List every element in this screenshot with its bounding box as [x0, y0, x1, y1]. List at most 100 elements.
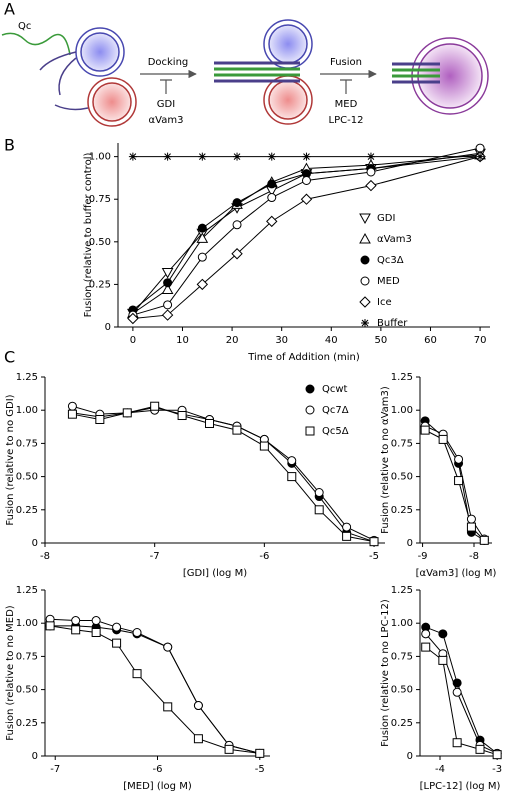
panel-label: C: [4, 348, 15, 367]
x-tick-label: 30: [275, 335, 288, 346]
data-point: [205, 418, 215, 428]
panel-label: B: [4, 136, 15, 155]
x-tick-label: -8: [40, 551, 50, 562]
data-point: [231, 248, 243, 260]
inhibitor-label: GDI: [157, 99, 175, 110]
data-point: [466, 522, 476, 532]
data-point: [267, 152, 276, 161]
y-tick-label: 0: [32, 751, 38, 762]
x-tick-label: 40: [325, 335, 338, 346]
x-tick-label: 20: [226, 335, 239, 346]
data-point: [476, 152, 485, 161]
data-point: [91, 627, 101, 637]
data-point: [112, 638, 122, 648]
data-point: [196, 232, 209, 243]
qc-label: Qc: [18, 21, 31, 32]
inhibitor-label: αVam3: [149, 115, 184, 126]
legend-marker: [360, 255, 370, 265]
data-point: [267, 193, 277, 203]
legend-marker: [305, 405, 315, 415]
y-tick-label: 0.25: [89, 279, 111, 290]
data-point: [193, 734, 203, 744]
series-line: [50, 618, 260, 754]
inhibitor-label: MED: [335, 99, 358, 110]
data-point: [452, 738, 462, 748]
y-axis-label: Fusion (relative to no LPC-12): [380, 599, 391, 747]
data-point: [421, 642, 431, 652]
x-tick-label: -5: [255, 764, 265, 775]
vesicle: [92, 82, 132, 122]
step-label: Fusion: [330, 57, 362, 68]
y-tick-label: 0.25: [16, 505, 38, 516]
legend-marker: [359, 213, 371, 225]
data-point: [45, 621, 55, 631]
data-point: [301, 175, 311, 185]
series-line: [132, 156, 481, 311]
x-tick-label: 50: [375, 335, 388, 346]
data-point: [198, 152, 207, 161]
data-point: [287, 472, 297, 482]
data-point: [287, 456, 297, 466]
data-point: [366, 152, 375, 161]
y-tick-label: 1.00: [391, 618, 413, 629]
y-tick-label: 0.75: [16, 651, 38, 662]
y-tick-label: 0: [32, 538, 38, 549]
legend-label: GDI: [377, 213, 395, 224]
legend-label: Qc7Δ: [322, 405, 349, 416]
y-tick-label: 0.25: [16, 718, 38, 729]
data-point: [302, 152, 311, 161]
data-point: [466, 514, 476, 524]
step-label: Docking: [148, 57, 189, 68]
y-tick-label: 1.00: [391, 405, 413, 416]
data-point: [232, 220, 242, 230]
data-point: [255, 748, 265, 758]
y-tick-label: 0.50: [391, 685, 413, 696]
data-point: [452, 687, 462, 697]
legend-marker: [359, 296, 371, 308]
data-point: [163, 152, 172, 161]
legend-marker: [305, 426, 315, 436]
y-tick-label: 0.50: [16, 685, 38, 696]
x-axis-label: [GDI] (log M): [183, 568, 247, 579]
y-tick-label: 0: [407, 751, 413, 762]
series-line: [132, 156, 481, 319]
data-point: [232, 198, 242, 208]
data-point: [196, 278, 209, 291]
data-point: [421, 629, 431, 639]
y-tick-label: 1.25: [391, 372, 413, 383]
x-tick-label: -5: [369, 551, 379, 562]
data-point: [342, 531, 352, 541]
data-point: [267, 179, 277, 189]
series-line: [132, 147, 481, 316]
x-tick-label: -4: [435, 764, 445, 775]
data-point: [163, 300, 173, 310]
data-point: [112, 622, 122, 632]
inhibit: [160, 79, 172, 94]
data-point: [95, 414, 105, 424]
data-point: [132, 669, 142, 679]
vesicle: [268, 80, 308, 120]
data-point: [161, 267, 174, 279]
legend-label: Qc3Δ: [377, 255, 404, 266]
data-point: [300, 193, 313, 205]
data-point: [314, 488, 324, 498]
diagram: Qc Docking GDI αVam3 Fusion MED LPC-12: [1, 19, 489, 127]
data-point: [161, 309, 174, 321]
series-line: [50, 625, 260, 754]
x-axis-label: [αVam3] (log M): [416, 568, 497, 579]
data-point: [259, 441, 269, 451]
x-tick-label: -6: [259, 551, 269, 562]
y-tick-label: 1.25: [391, 585, 413, 596]
legend-marker: [360, 276, 370, 286]
data-point: [127, 312, 139, 325]
y-tick-label: 1.25: [16, 372, 38, 383]
snare-bundle: [214, 67, 300, 77]
data-point: [91, 616, 101, 626]
data-point: [67, 401, 77, 411]
qc-chain: [1, 32, 71, 56]
series-line: [72, 405, 375, 541]
y-tick-label: 0.50: [89, 237, 111, 248]
data-point: [224, 744, 234, 754]
y-tick-label: 0: [407, 538, 413, 549]
